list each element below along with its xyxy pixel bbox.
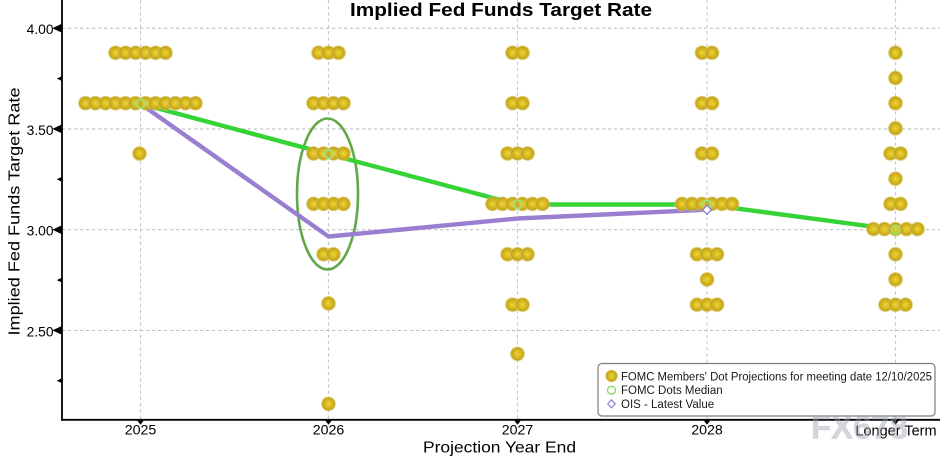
svg-text:FX678: FX678 [811,409,908,446]
svg-text:2028: 2028 [691,423,723,439]
svg-text:3.50: 3.50 [27,123,54,138]
svg-text:FOMC Dots Median: FOMC Dots Median [621,385,723,397]
svg-text:2027: 2027 [502,423,534,439]
svg-text:Implied Fed Funds Target Rate: Implied Fed Funds Target Rate [350,0,652,20]
svg-text:OIS - Latest Value: OIS - Latest Value [621,399,714,411]
svg-text:4.00: 4.00 [27,22,54,37]
svg-text:Longer Term: Longer Term [855,423,936,439]
svg-text:2025: 2025 [125,423,157,439]
svg-text:Implied Fed Funds Target Rate: Implied Fed Funds Target Rate [7,87,24,335]
svg-text:2026: 2026 [313,423,345,439]
svg-text:FOMC Members' Dot Projections: FOMC Members' Dot Projections for meetin… [621,371,932,383]
svg-text:2.50: 2.50 [27,324,54,339]
svg-text:Projection Year End: Projection Year End [423,440,576,457]
svg-text:3.00: 3.00 [27,224,54,239]
